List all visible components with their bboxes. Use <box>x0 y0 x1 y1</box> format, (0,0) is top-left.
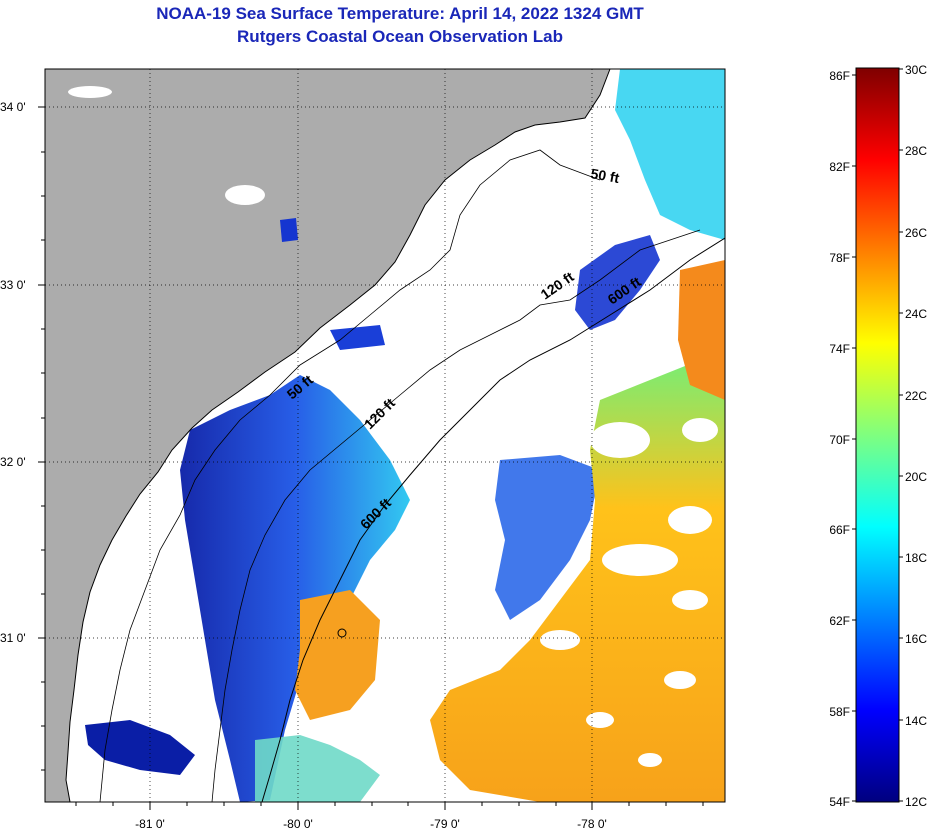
land-mass <box>45 69 610 802</box>
cold-water-band <box>180 375 410 802</box>
warm-water-northeast <box>678 260 725 400</box>
lat-label-32: 32 0' <box>0 455 26 469</box>
colorbar-label-70f: 70F <box>829 433 850 447</box>
colorbar-label-16c: 16C <box>905 632 927 646</box>
coastline <box>65 69 611 802</box>
isobath-600ft <box>261 237 725 802</box>
colorbar-label-82f: 82F <box>829 160 850 174</box>
colorbar-ticks <box>852 68 903 802</box>
colorbar-label-24c: 24C <box>905 307 927 321</box>
colorbar-label-58f: 58F <box>829 705 850 719</box>
colorbar-label-78f: 78F <box>829 251 850 265</box>
lat-label-34: 34 0' <box>0 100 26 114</box>
colorbar-label-20c: 20C <box>905 470 927 484</box>
colorbar-label-66f: 66F <box>829 523 850 537</box>
map-subtitle: Rutgers Coastal Ocean Observation Lab <box>237 27 563 46</box>
lon-label-81: -81 0' <box>135 817 165 831</box>
contour-label-50ft-north: 50 ft <box>589 165 620 186</box>
nearshore-north-water <box>615 69 725 240</box>
cold-patch-mid <box>330 325 385 350</box>
lon-label-79: -79 0' <box>430 817 460 831</box>
map-title: NOAA-19 Sea Surface Temperature: April 1… <box>156 4 644 23</box>
colorbar-label-22c: 22C <box>905 389 927 403</box>
lat-lon-grid <box>45 69 725 802</box>
lat-label-33: 33 0' <box>0 278 26 292</box>
map-area: 50 ft 120 ft 600 ft 50 ft 120 ft 600 ft <box>45 69 725 802</box>
colorbar-label-12c: 12C <box>905 795 927 809</box>
isobath-120ft <box>211 229 701 802</box>
cloud-patches <box>68 86 718 767</box>
mixed-water-south <box>255 735 380 802</box>
temperature-colorbar <box>855 67 900 803</box>
colorbar-label-18c: 18C <box>905 551 927 565</box>
cold-water-patch <box>85 720 195 775</box>
colorbar-label-62f: 62F <box>829 614 850 628</box>
colorbar-label-74f: 74F <box>829 342 850 356</box>
lat-label-31: 31 0' <box>0 631 26 645</box>
cold-water-north <box>575 235 660 330</box>
lon-label-78: -78 0' <box>577 817 607 831</box>
warm-water-offshore-patch <box>295 590 380 720</box>
colorbar-label-28c: 28C <box>905 144 927 158</box>
station-marker <box>337 628 347 638</box>
colorbar-label-54f: 54F <box>829 795 850 809</box>
small-cold-spot <box>280 218 298 242</box>
colorbar-label-26c: 26C <box>905 226 927 240</box>
axis-ticks <box>38 106 704 810</box>
colorbar-label-30c: 30C <box>905 63 927 77</box>
cold-streaks-east <box>495 455 600 620</box>
isobath-50ft <box>99 149 601 802</box>
colorbar-label-14c: 14C <box>905 714 927 728</box>
map-frame <box>44 68 726 803</box>
colorbar-label-86f: 86F <box>829 69 850 83</box>
gulf-stream-warm-water <box>430 350 725 802</box>
lon-label-80: -80 0' <box>283 817 313 831</box>
